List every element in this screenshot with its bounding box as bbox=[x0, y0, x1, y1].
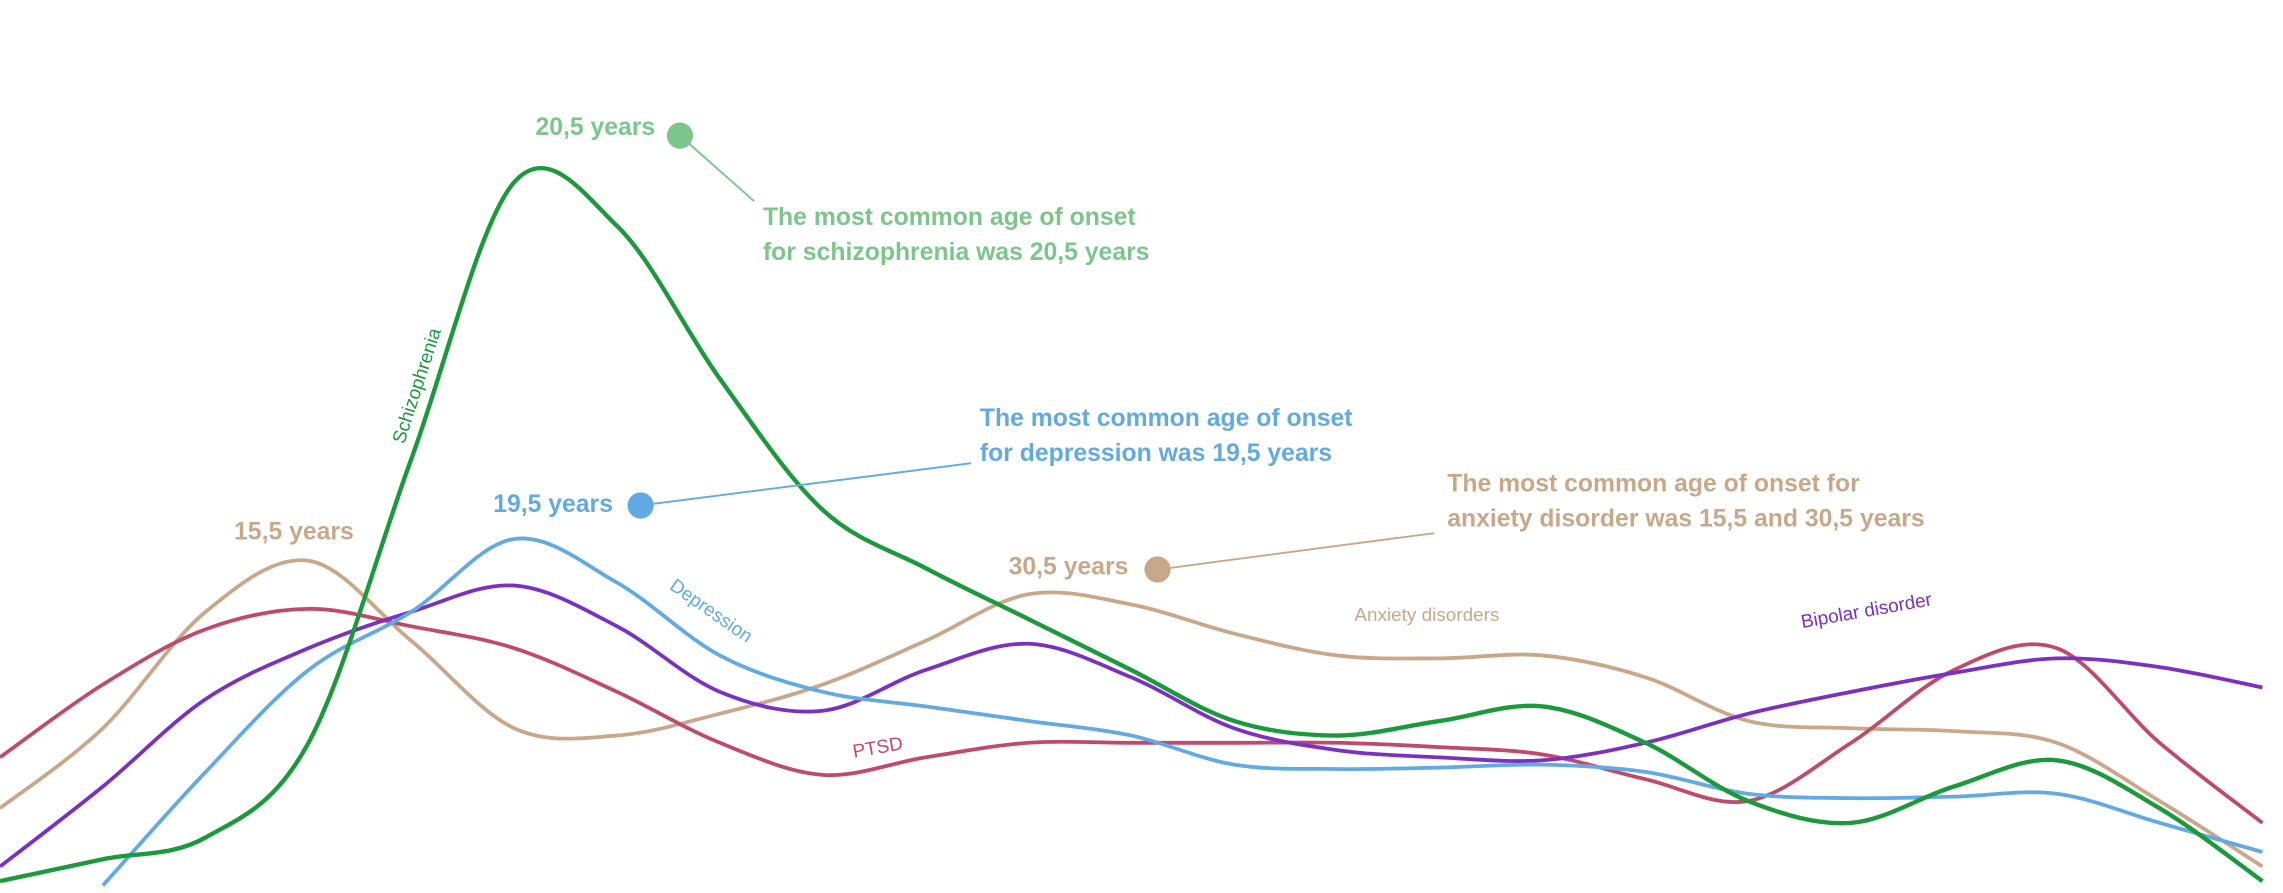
annotation-label: 20,5 years bbox=[535, 114, 655, 141]
annotation-label: 15,5 years bbox=[234, 519, 354, 546]
annotation-dot bbox=[1144, 556, 1171, 583]
annotation-text: The most common age of onset bbox=[763, 204, 1136, 231]
series-label: PTSD bbox=[851, 733, 904, 762]
series-line bbox=[0, 583, 2263, 869]
series-line bbox=[0, 558, 2264, 869]
series-label: Depression bbox=[666, 575, 756, 647]
annotation-label: 30,5 years bbox=[1009, 554, 1129, 581]
series-line bbox=[0, 606, 2264, 825]
annotation-dot bbox=[627, 492, 654, 519]
annotation-dot bbox=[666, 122, 694, 149]
annotation-text: The most common age of onset bbox=[980, 405, 1353, 432]
series-line bbox=[0, 166, 2264, 884]
annotation-text: for schizophrenia was 20,5 years bbox=[763, 239, 1150, 266]
series-line bbox=[101, 536, 2263, 887]
annotation-leader bbox=[679, 134, 755, 202]
series-label: Anxiety disorders bbox=[1354, 605, 1499, 626]
annotation-text: for depression was 19,5 years bbox=[980, 440, 1332, 467]
annotation-leader bbox=[640, 462, 972, 507]
annotation-leader bbox=[1157, 532, 1435, 571]
annotation-text: anxiety disorder was 15,5 and 30,5 years bbox=[1447, 506, 1924, 533]
annotation-label: 19,5 years bbox=[493, 491, 613, 518]
series-label: Bipolar disorder bbox=[1799, 589, 1933, 633]
annotation-text: The most common age of onset for bbox=[1447, 471, 1860, 498]
